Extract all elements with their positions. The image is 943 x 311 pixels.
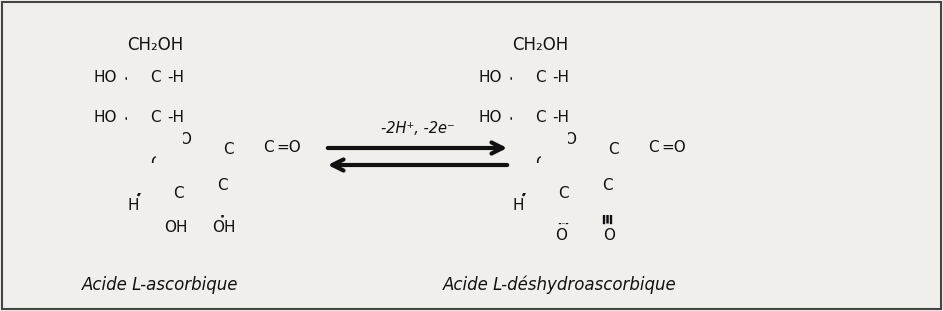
Text: C: C — [535, 156, 545, 170]
Text: O: O — [603, 228, 615, 243]
Text: OH: OH — [164, 220, 188, 234]
Text: -H: -H — [167, 110, 184, 126]
Text: O: O — [179, 132, 191, 147]
Text: Acide L-déshydroascorbique: Acide L-déshydroascorbique — [443, 276, 677, 294]
Text: C: C — [150, 156, 160, 170]
Text: C: C — [150, 110, 160, 126]
Text: C: C — [535, 71, 545, 86]
Text: =O: =O — [661, 141, 686, 156]
Text: -H: -H — [167, 71, 184, 86]
Text: -H: -H — [552, 110, 569, 126]
Text: Acide L-ascorbique: Acide L-ascorbique — [82, 276, 239, 294]
Text: O: O — [555, 228, 567, 243]
Text: C: C — [263, 141, 273, 156]
Text: -H: -H — [552, 71, 569, 86]
Text: CH₂OH: CH₂OH — [127, 36, 183, 54]
Text: C: C — [648, 141, 658, 156]
Text: HO: HO — [93, 110, 117, 126]
Text: HO: HO — [93, 71, 117, 86]
Text: CH₂OH: CH₂OH — [512, 36, 568, 54]
Text: H: H — [512, 198, 523, 213]
Text: C: C — [223, 142, 233, 157]
Text: HO: HO — [478, 71, 502, 86]
Text: C: C — [217, 178, 227, 193]
Text: C: C — [557, 185, 569, 201]
Text: H: H — [127, 198, 139, 213]
Text: C: C — [607, 142, 619, 157]
Text: -2H⁺, -2e⁻: -2H⁺, -2e⁻ — [381, 121, 455, 136]
Text: =O: =O — [276, 141, 301, 156]
Text: C: C — [602, 178, 612, 193]
Text: C: C — [173, 185, 183, 201]
Text: C: C — [150, 71, 160, 86]
Text: O: O — [564, 132, 576, 147]
Text: HO: HO — [478, 110, 502, 126]
Text: OH: OH — [212, 220, 236, 234]
Text: C: C — [535, 110, 545, 126]
